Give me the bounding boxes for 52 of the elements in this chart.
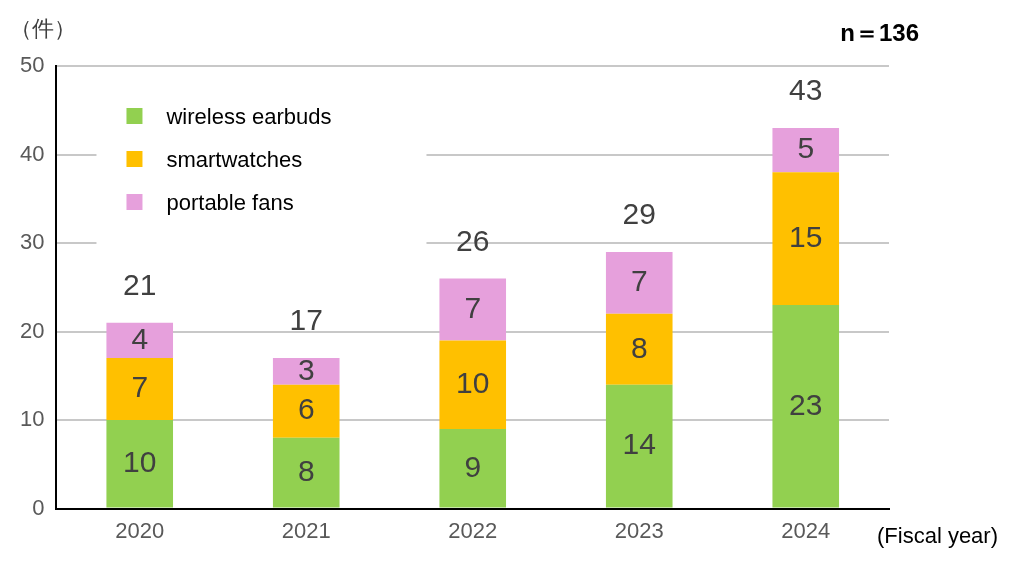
y-tick-label: 40 <box>19 140 45 166</box>
y-tick-label: 10 <box>19 406 45 432</box>
y-tick-label: 50 <box>19 52 45 78</box>
data-label: 14 <box>622 427 656 461</box>
bar <box>106 322 174 359</box>
legend-label: portable fans <box>166 190 294 216</box>
x-tick-label: 2021 <box>281 517 331 543</box>
data-label: 9 <box>464 449 482 483</box>
data-label: 10 <box>456 365 490 399</box>
y-tick-label: 20 <box>19 317 45 343</box>
text: n＝136 <box>840 18 919 46</box>
data-label: 8 <box>630 330 648 364</box>
total-label: 21 <box>123 267 157 301</box>
bar <box>272 437 340 508</box>
bar <box>439 340 507 429</box>
y-axis-title: （件） <box>10 16 76 42</box>
bar <box>605 384 673 508</box>
bar <box>772 172 840 305</box>
data-label: 7 <box>464 290 482 324</box>
total-label: 43 <box>789 73 823 107</box>
x-tick-label: 2020 <box>115 517 165 543</box>
bar <box>439 428 507 508</box>
legend-label: wireless earbuds <box>165 104 332 130</box>
data-label: 4 <box>131 321 149 355</box>
x-tick-label: 2024 <box>781 517 831 543</box>
data-label: 23 <box>789 387 823 421</box>
x-tick-label: 2022 <box>448 517 498 543</box>
bar <box>772 127 840 173</box>
bar <box>106 358 174 421</box>
x-tick-label: 2023 <box>614 517 664 543</box>
total-label: 17 <box>289 303 323 337</box>
data-label: 15 <box>789 219 823 253</box>
data-label: 6 <box>297 392 315 426</box>
data-label: 3 <box>297 352 315 386</box>
total-label: 26 <box>456 223 490 257</box>
data-label: 7 <box>630 264 648 298</box>
x-axis-title: (Fiscal year) <box>877 522 999 548</box>
y-tick-label: 0 <box>32 494 45 520</box>
bar <box>106 420 174 508</box>
bar <box>439 278 507 341</box>
bar <box>272 358 340 385</box>
y-tick-label: 30 <box>19 229 45 255</box>
bar <box>605 313 673 385</box>
data-label: 8 <box>297 453 315 487</box>
data-label: 10 <box>123 445 157 479</box>
legend-label: smartwatches <box>166 147 303 173</box>
data-label: 5 <box>797 131 815 165</box>
data-label: 7 <box>131 370 149 404</box>
total-label: 29 <box>622 197 656 231</box>
bar <box>272 384 340 438</box>
bar <box>605 251 673 314</box>
bar <box>772 305 840 508</box>
